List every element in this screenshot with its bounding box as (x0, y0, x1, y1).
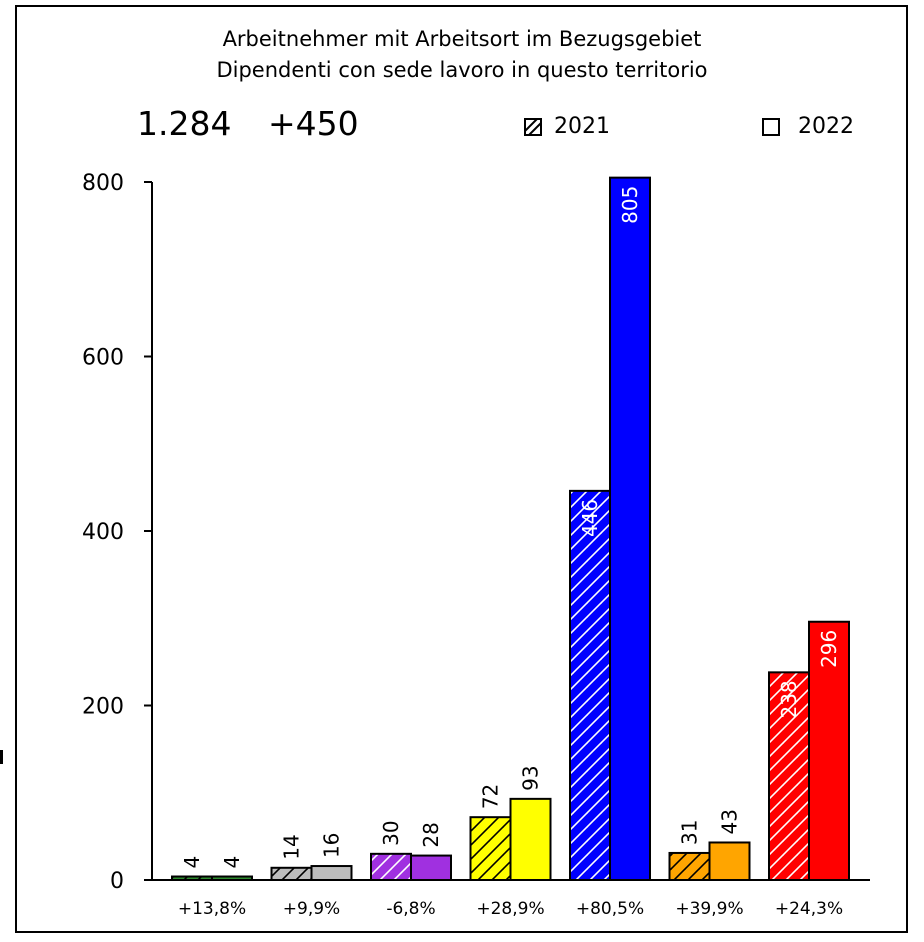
bar-2021-hatch (270, 866, 313, 881)
bar-2022 (410, 854, 452, 882)
bar-2022 (211, 875, 253, 882)
data-label: 93 (519, 765, 543, 790)
data-label: 28 (419, 822, 443, 847)
bar-2022 (708, 841, 751, 881)
hatched-swatch-icon (524, 117, 542, 136)
total-value: 1.284 (137, 104, 232, 143)
axes-group: 0 200 400 600 800 (82, 171, 870, 894)
legend-item-2022: 2022 (762, 114, 854, 139)
solid-swatch-icon (762, 117, 780, 136)
legend-label-2022: 2022 (798, 114, 854, 139)
y-tick-label: 0 (110, 869, 124, 894)
data-label: 4 (220, 856, 244, 869)
data-label: 16 (320, 833, 344, 858)
bar-2022 (808, 620, 850, 881)
x-tick-label: +13,8% (178, 899, 246, 919)
x-tick-label: +28,9% (476, 899, 544, 919)
data-label: 446 (578, 499, 602, 537)
x-tick-label: +24,3% (775, 899, 843, 919)
bar-2021-hatch (171, 875, 213, 882)
bar-2022 (609, 176, 651, 881)
bar-2021-hatch (569, 489, 611, 881)
data-label: 14 (280, 834, 304, 859)
data-label: 30 (379, 820, 403, 845)
data-label: 296 (817, 630, 841, 668)
x-tick-label: +80,5% (576, 899, 644, 919)
x-tick-label: +9,9% (283, 899, 340, 919)
y-tick-label: 200 (82, 695, 124, 720)
data-label: 43 (718, 809, 742, 834)
x-tick-label: -6,8% (386, 899, 435, 919)
bar-2021-hatch (768, 671, 810, 881)
data-label: 72 (479, 784, 503, 809)
bar-2021-hatch (668, 851, 711, 882)
y-tick-label: 600 (82, 346, 124, 371)
labels-group: 4 4 +13,8% 14 16 +9,9% 30 28 -6,8% 72 93 +28,9% 446 8… (178, 186, 843, 919)
data-label: 805 (618, 186, 642, 224)
x-tick-label: +39,9% (675, 899, 743, 919)
legend-item-2021: 2021 (524, 114, 610, 139)
bars-group (171, 176, 850, 882)
bar-2022 (509, 797, 552, 881)
total-change: +450 (268, 104, 359, 143)
chart-title: Arbeitnehmer mit Arbeitsort im Bezugsgeb… (222, 27, 702, 51)
y-tick-label: 400 (82, 520, 124, 545)
chart-frame (15, 5, 908, 933)
legend-label-2021: 2021 (554, 114, 610, 139)
data-label: 238 (777, 680, 801, 718)
data-label: 4 (180, 856, 204, 869)
bar-2021-hatch (469, 816, 512, 881)
bar-2022 (310, 865, 353, 881)
edge-mark (0, 750, 3, 764)
bar-2021-hatch (370, 852, 412, 882)
y-tick-label: 800 (82, 171, 124, 196)
chart-subtitle: Dipendenti con sede lavoro in questo ter… (216, 58, 708, 82)
data-label: 31 (678, 819, 702, 844)
